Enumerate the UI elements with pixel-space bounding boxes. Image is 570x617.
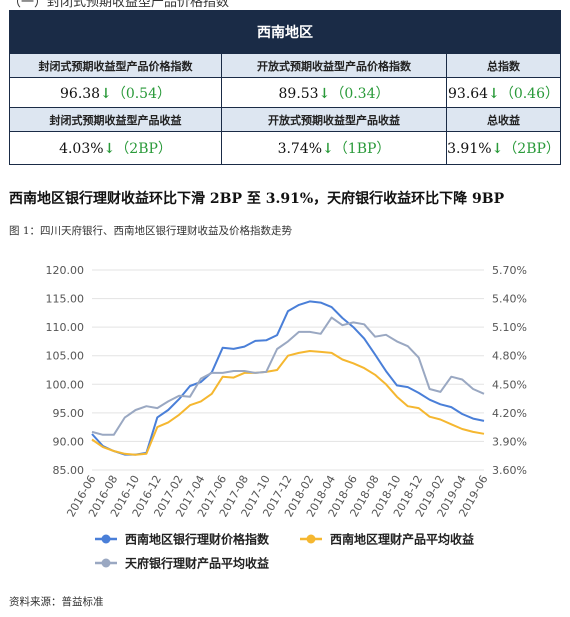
series-line-1: [91, 300, 485, 456]
y-left-tick-label: 105.00: [46, 350, 85, 363]
value-open-index: 89.53↓（0.34）: [221, 77, 447, 108]
series-line-3: [91, 316, 485, 436]
y-right-tick-label: 4.80%: [492, 350, 527, 363]
y-right-tick-label: 3.90%: [492, 435, 527, 448]
previous-section-title: （一）封闭式预期收益型产品价格指数: [8, 0, 230, 10]
legend-swatch-dot: [306, 534, 316, 544]
header-closed-index: 封闭式预期收益型产品价格指数: [9, 53, 222, 78]
legend-swatch-dot: [101, 534, 111, 544]
y-right-tick-label: 4.20%: [492, 407, 527, 420]
y-right-tick-label: 5.40%: [492, 293, 527, 306]
y-left-tick-label: 100.00: [46, 378, 85, 391]
y-left-tick-label: 95.00: [53, 407, 85, 420]
y-left-tick-label: 120.00: [46, 264, 85, 277]
header-open-yield: 开放式预期收益型产品收益: [221, 107, 447, 132]
y-left-tick-label: 90.00: [53, 435, 85, 448]
y-left-tick-label: 115.00: [46, 293, 85, 306]
header-total-yield: 总收益: [446, 107, 561, 132]
legend-label: 西南地区理财产品平均收益: [330, 532, 474, 547]
section-headline: 西南地区银行理财收益环比下滑 2BP 至 3.91%，天府银行收益环比下降 9B…: [9, 191, 505, 207]
source-note: 资料来源：普益标准: [9, 596, 104, 608]
y-left-tick-label: 85.00: [53, 464, 85, 477]
value-open-yield: 3.74%↓（1BP）: [221, 131, 447, 165]
y-left-tick-label: 110.00: [46, 321, 85, 334]
y-right-tick-label: 4.50%: [492, 378, 527, 391]
legend-label: 西南地区银行理财价格指数: [125, 532, 270, 547]
legend-swatch-dot: [101, 558, 111, 568]
legend-label: 天府银行理财产品平均收益: [125, 556, 269, 571]
summary-table: 西南地区 封闭式预期收益型产品价格指数 开放式预期收益型产品价格指数 总指数 9…: [9, 10, 561, 165]
value-total-yield: 3.91%↓（2BP）: [446, 131, 561, 165]
value-closed-index: 96.38↓（0.54）: [9, 77, 222, 108]
header-closed-yield: 封闭式预期收益型产品收益: [9, 107, 222, 132]
y-right-tick-label: 5.70%: [492, 264, 527, 277]
summary-title: 西南地区: [9, 10, 561, 54]
header-total-index: 总指数: [446, 53, 561, 78]
header-open-index: 开放式预期收益型产品价格指数: [221, 53, 447, 78]
value-closed-yield: 4.03%↓（2BP）: [9, 131, 222, 165]
series-line-2: [91, 350, 485, 456]
yield-index-line-chart: 120.00 115.00 110.00 105.00 100.00 95.00 90.00…: [46, 264, 527, 571]
y-right-tick-label: 3.60%: [492, 464, 527, 477]
y-right-tick-label: 5.10%: [492, 321, 527, 334]
value-total-index: 93.64↓（0.46）: [446, 77, 561, 108]
figure-caption: 图 1：四川天府银行、西南地区银行理财收益及价格指数走势: [9, 225, 293, 237]
